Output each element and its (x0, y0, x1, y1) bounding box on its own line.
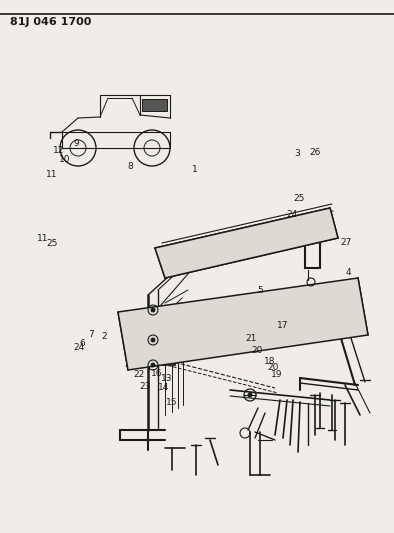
Polygon shape (118, 278, 368, 370)
Text: 19: 19 (271, 370, 282, 378)
Text: 12: 12 (53, 146, 64, 155)
Text: 14: 14 (158, 383, 169, 392)
Text: 9: 9 (73, 140, 79, 148)
Text: 10: 10 (58, 156, 70, 164)
Circle shape (248, 393, 252, 397)
Text: 22: 22 (133, 370, 144, 378)
Text: 6: 6 (80, 340, 85, 348)
Text: 8: 8 (127, 162, 133, 171)
Text: 24: 24 (73, 343, 84, 352)
Text: 13: 13 (160, 374, 172, 383)
FancyBboxPatch shape (142, 99, 167, 111)
Text: 1: 1 (192, 165, 198, 174)
Text: 17: 17 (277, 321, 289, 329)
Text: 26: 26 (310, 149, 321, 157)
Text: 4: 4 (346, 269, 351, 277)
Circle shape (151, 338, 155, 342)
Text: 7: 7 (88, 330, 93, 338)
Text: 25: 25 (47, 239, 58, 248)
Text: 11: 11 (46, 171, 58, 179)
Text: 16: 16 (151, 369, 163, 377)
Text: 25: 25 (293, 194, 304, 203)
Text: 18: 18 (264, 357, 276, 366)
Text: 21: 21 (246, 334, 257, 343)
Circle shape (151, 363, 155, 367)
Text: 20: 20 (251, 346, 262, 354)
Polygon shape (155, 208, 338, 278)
Circle shape (151, 308, 155, 312)
Text: 27: 27 (340, 238, 351, 247)
Text: 5: 5 (257, 286, 263, 295)
Text: 2: 2 (102, 333, 107, 341)
Text: 81J 046 1700: 81J 046 1700 (10, 17, 91, 27)
Text: 11: 11 (37, 235, 48, 243)
Text: 15: 15 (165, 398, 177, 407)
Text: 24: 24 (287, 210, 298, 219)
Text: 3: 3 (295, 149, 300, 158)
Text: 20: 20 (267, 364, 278, 372)
Text: 23: 23 (139, 382, 151, 391)
